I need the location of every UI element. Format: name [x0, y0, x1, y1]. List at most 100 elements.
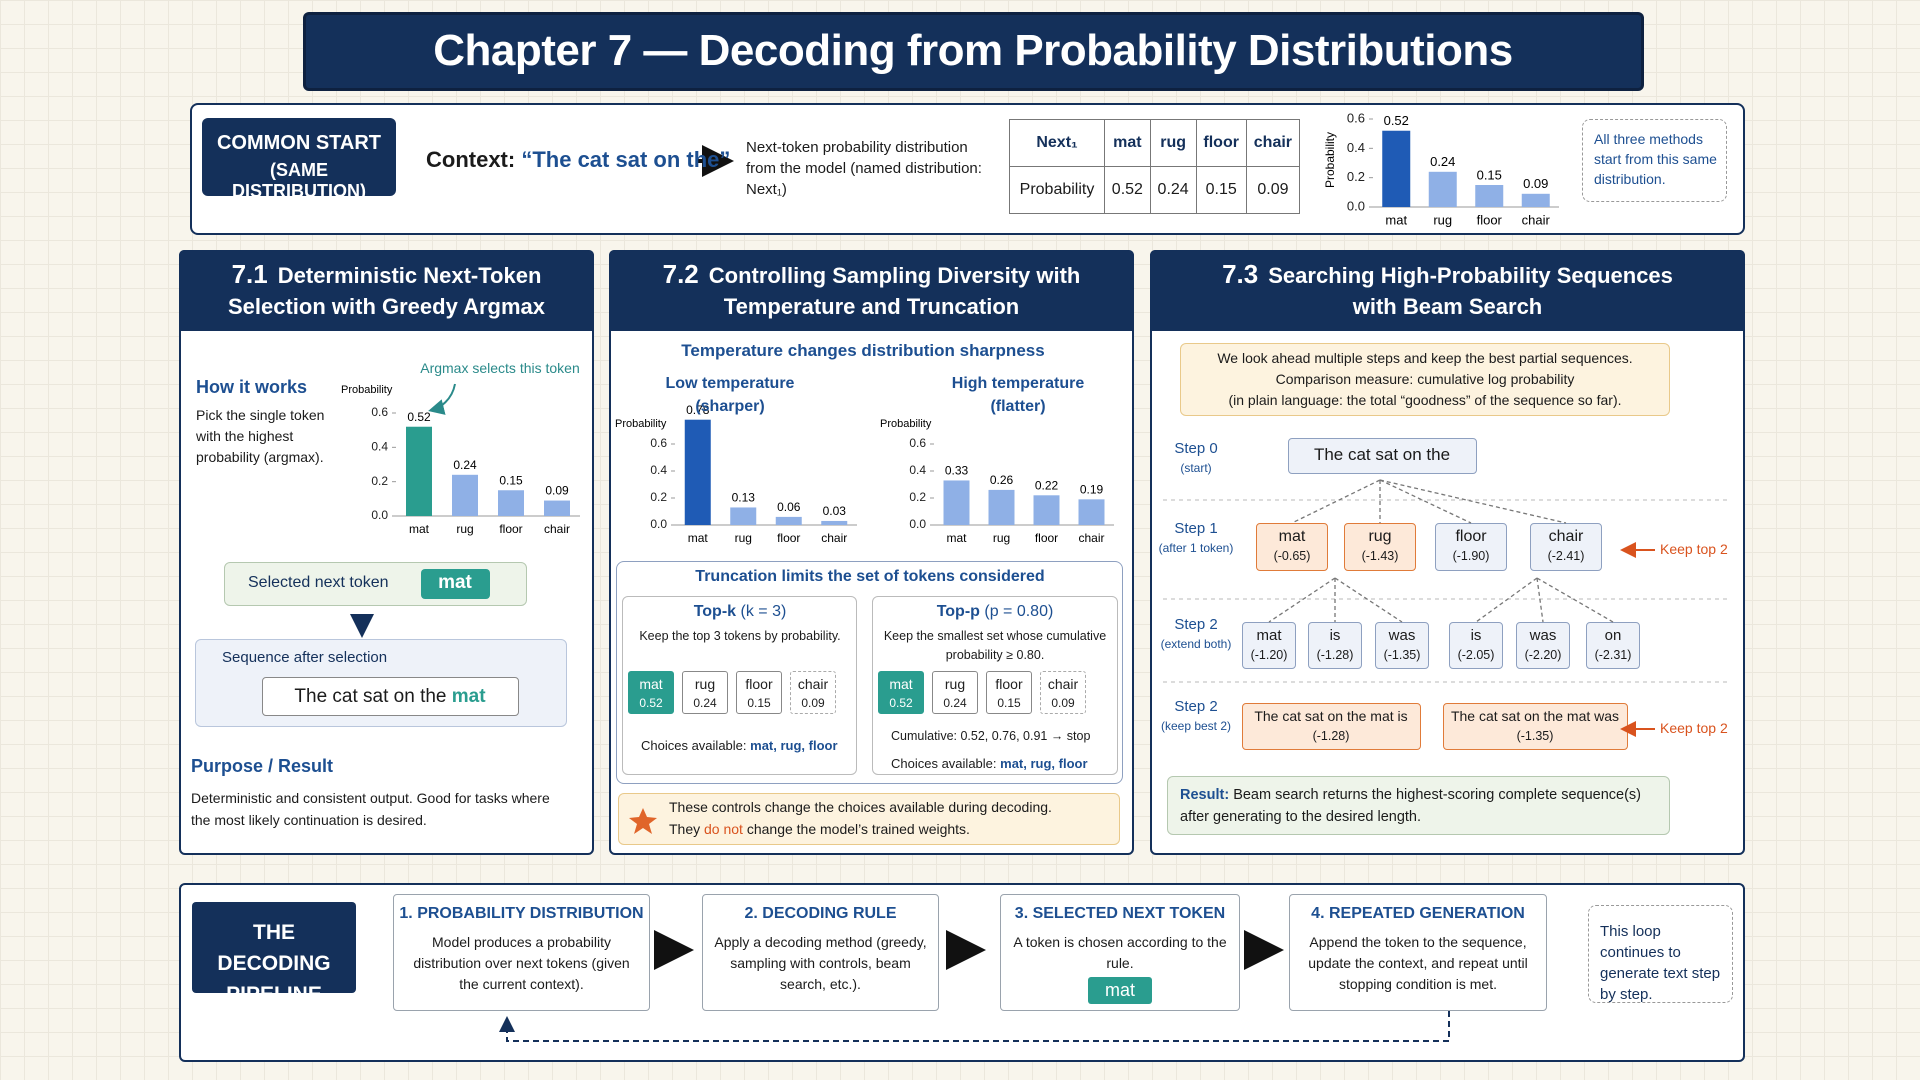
category-label: mat: [409, 522, 430, 536]
pipeline-note: This loop continues to generate text ste…: [1600, 923, 1721, 1003]
beam-score: (-1.35): [1516, 729, 1554, 743]
method-name: Top-k: [693, 603, 737, 620]
bar: [452, 474, 478, 516]
token: rug: [694, 676, 716, 692]
section-number: 7.1: [231, 259, 268, 289]
token-prob: 0.24: [693, 696, 717, 710]
method-description: Keep the smallest set whose cumulative p…: [883, 629, 1107, 662]
temperature-note-box: [618, 793, 1120, 845]
category-label: chair: [1078, 531, 1104, 545]
beam-score: (-1.28): [1316, 648, 1354, 662]
panel: [179, 250, 594, 855]
tree-edge: [1334, 577, 1403, 623]
value-label: 0.22: [1035, 478, 1059, 492]
choices-label: Choices available:: [891, 756, 997, 771]
pipeline-step-text: Append the token to the sequence, update…: [1308, 934, 1528, 992]
token: floor: [995, 676, 1023, 692]
truncation-title: Truncation limits the set of tokens cons…: [695, 568, 1045, 585]
method-title: Top-p (p = 0.80): [872, 603, 1118, 621]
bar: [1521, 193, 1550, 207]
value-label: 0.15: [499, 473, 523, 487]
tree-edge: [1268, 577, 1336, 623]
sequence-label: Sequence after selection: [222, 649, 388, 666]
value-label: 0.09: [545, 484, 569, 498]
beam-token: chair: [1548, 528, 1584, 545]
beam-score: (-1.35): [1383, 648, 1421, 662]
beam-token: mat: [1278, 528, 1306, 545]
y-tick-label: 0.4: [909, 463, 926, 477]
beam-node: [1449, 622, 1503, 669]
choices-list: mat, rug, floor: [750, 738, 838, 753]
pipeline-note-box: [1588, 905, 1733, 1003]
panel-title: 7.1 Deterministic Next-Token Selection wi…: [222, 259, 552, 322]
token-box: [682, 671, 728, 714]
table-header-cell: chair: [1245, 119, 1301, 167]
selected-label: Selected next token: [248, 574, 389, 591]
category-label: rug: [993, 531, 1010, 545]
value-label: 0.26: [990, 473, 1014, 487]
context: Context: “The cat sat on the”: [426, 147, 730, 173]
sequence-text: The cat sat on the: [294, 686, 447, 707]
common-start-badge: [202, 118, 396, 196]
table-row: Probability 0.52 0.24 0.15 0.09: [1009, 166, 1301, 214]
beam-node: [1375, 622, 1429, 669]
pipeline-step: [702, 894, 939, 1011]
step-sub: (start): [1180, 461, 1212, 475]
token-prob: 0.52: [639, 696, 663, 710]
y-axis-label: Probability: [1323, 132, 1337, 188]
tree-edge: [1536, 577, 1544, 623]
category-label: chair: [544, 522, 570, 536]
beam-token: was: [1529, 627, 1557, 644]
y-tick-label: 0.0: [650, 517, 667, 531]
bar: [498, 490, 524, 516]
value-label: 0.15: [1477, 167, 1502, 182]
badge-subtext: (SAME DISTRIBUTION): [232, 160, 366, 201]
bar: [730, 507, 757, 525]
intro-line: We look ahead multiple steps and keep th…: [1217, 350, 1633, 366]
token-prob: 0.09: [801, 696, 825, 710]
pipeline-step-text: A token is chosen according to the rule.: [1013, 934, 1227, 971]
category-label: mat: [946, 531, 967, 545]
panel-title: 7.2 Controlling Sampling Diversity with T…: [637, 259, 1107, 322]
beam-score: (-1.43): [1361, 549, 1399, 563]
step-sub: (after 1 token): [1158, 541, 1234, 555]
category-label: rug: [456, 522, 473, 536]
beam-score: (-1.90): [1452, 549, 1490, 563]
beam-node: [1242, 622, 1296, 669]
intro-box: [1180, 343, 1670, 416]
bar: [1475, 185, 1504, 207]
token: mat: [889, 676, 913, 692]
value-label: 0.13: [732, 491, 756, 505]
y-tick-label: 0.4: [1347, 140, 1365, 155]
method-description: Keep the top 3 tokens by probability.: [639, 629, 841, 643]
context-text: “The cat sat on the”: [521, 147, 731, 172]
step-label: Step 2: [1174, 616, 1218, 633]
method-param: (k = 3): [740, 603, 787, 620]
y-tick-label: 0.2: [371, 474, 388, 488]
method-title: Top-k (k = 3): [623, 603, 858, 621]
category-label: mat: [1385, 212, 1407, 227]
tree-edge: [1291, 479, 1381, 524]
y-tick-label: 0.4: [371, 440, 388, 454]
category-label: floor: [1035, 531, 1058, 545]
y-tick-label: 0.2: [650, 490, 667, 504]
page-title: Chapter 7 — Decoding from Probability Di…: [433, 26, 1513, 75]
token: chair: [1047, 676, 1079, 692]
token-box: [790, 671, 836, 714]
y-tick-label: 0.0: [371, 508, 388, 522]
root-node: [1288, 438, 1477, 474]
purpose-text: Deterministic and consistent output. Goo…: [191, 790, 550, 828]
table-header-cell: rug: [1149, 119, 1197, 167]
category-label: rug: [1433, 212, 1452, 227]
beam-score: (-0.65): [1273, 549, 1311, 563]
argmax-annotation: Argmax selects this token: [420, 360, 580, 376]
pipeline-badge-text: THE DECODING PIPELINE: [217, 921, 331, 1006]
table-cell: Probability: [1009, 166, 1105, 214]
pipeline-step-title: 3. SELECTED NEXT TOKEN: [1014, 905, 1226, 922]
result-text: Beam search returns the highest-scoring …: [1180, 787, 1641, 825]
beam-score: (-2.20): [1524, 648, 1562, 662]
beam-node: [1435, 523, 1507, 571]
y-axis-label: Probability: [615, 418, 667, 430]
